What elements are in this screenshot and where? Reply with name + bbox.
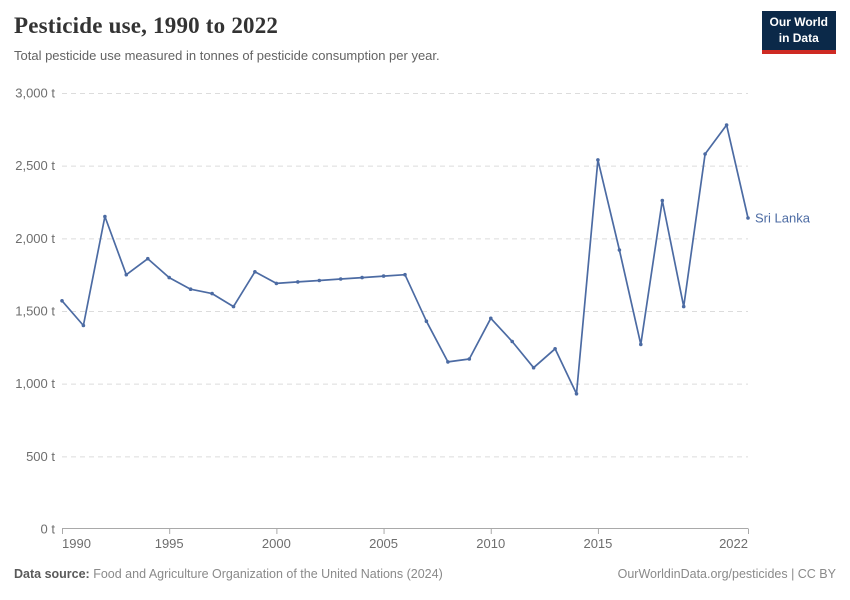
svg-text:1990: 1990 — [62, 536, 91, 551]
svg-text:2022: 2022 — [719, 536, 748, 551]
svg-text:2010: 2010 — [476, 536, 505, 551]
svg-text:2000: 2000 — [262, 536, 291, 551]
svg-text:3,000 t: 3,000 t — [15, 86, 55, 101]
chart-footer: Data source: Food and Agriculture Organi… — [14, 567, 836, 581]
svg-text:2,000 t: 2,000 t — [15, 231, 55, 246]
owid-logo-line2: in Data — [778, 30, 819, 45]
chart-subtitle: Total pesticide use measured in tonnes o… — [14, 48, 440, 63]
svg-text:500 t: 500 t — [26, 449, 55, 464]
svg-text:2005: 2005 — [369, 536, 398, 551]
data-line-sri-lanka[interactable] — [61, 124, 749, 395]
x-axis — [62, 528, 749, 534]
svg-text:2,500 t: 2,500 t — [15, 158, 55, 173]
svg-text:2015: 2015 — [583, 536, 612, 551]
svg-text:1995: 1995 — [155, 536, 184, 551]
owid-logo-line1: Our World — [769, 15, 828, 29]
data-points[interactable] — [60, 123, 750, 396]
x-axis-labels: 1990 1995 2000 2005 2010 2015 2022 — [62, 536, 748, 551]
svg-text:0 t: 0 t — [41, 522, 56, 537]
owid-logo[interactable]: Our World in Data — [761, 11, 836, 55]
chart-title: Pesticide use, 1990 to 2022 — [14, 13, 279, 38]
entity-label[interactable]: Sri Lanka — [755, 210, 811, 225]
data-source-note: Data source: Food and Agriculture Organi… — [14, 567, 443, 581]
data-source-text: Food and Agriculture Organization of the… — [93, 567, 443, 581]
data-source-label: Data source: — [14, 567, 90, 581]
chart-header: Pesticide use, 1990 to 2022 Total pestic… — [14, 13, 730, 63]
svg-text:1,000 t: 1,000 t — [15, 376, 55, 391]
y-axis-labels: 0 t 500 t 1,000 t 1,500 t 2,000 t 2,500 t 3,00… — [15, 86, 55, 537]
license-link[interactable]: OurWorldinData.org/pesticides | CC BY — [617, 567, 836, 581]
svg-text:1,500 t: 1,500 t — [15, 304, 55, 319]
